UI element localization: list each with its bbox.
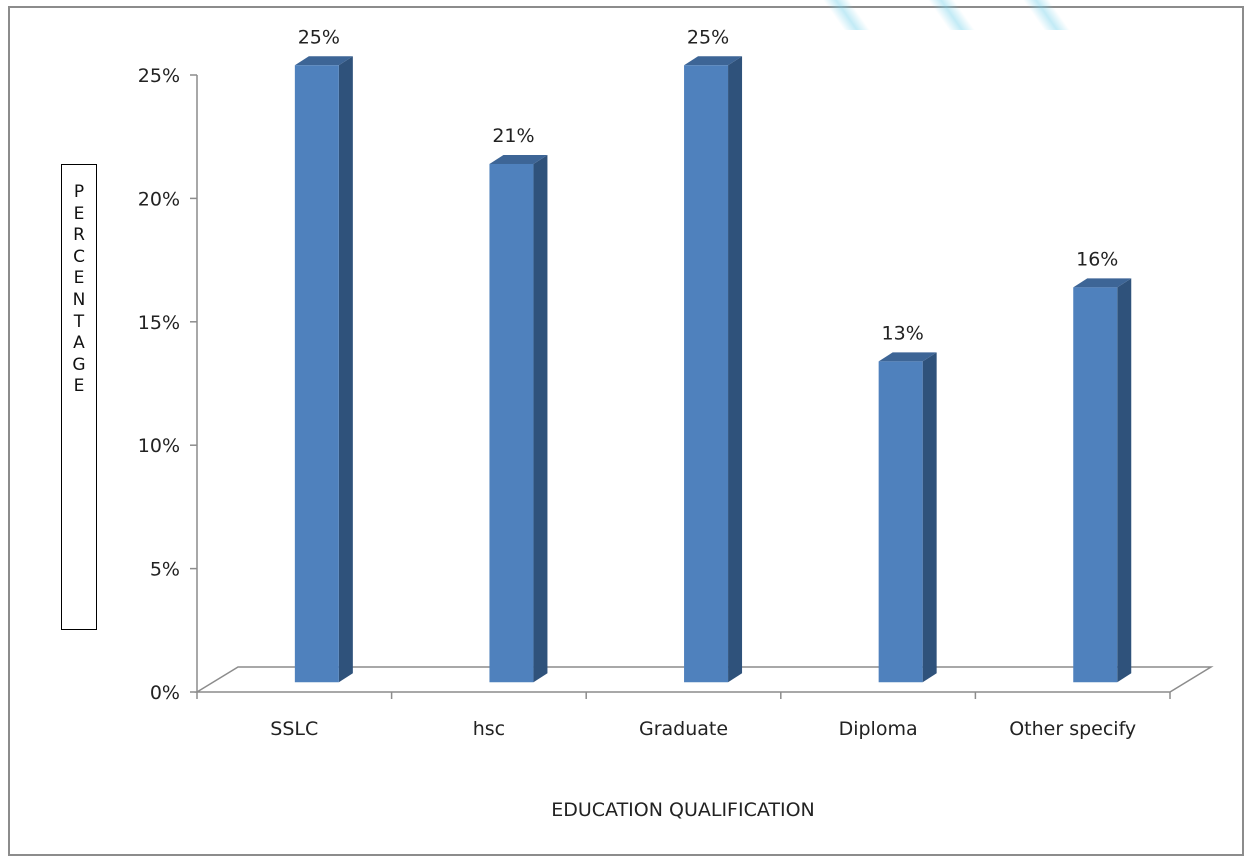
x-category-label: Diploma [839,718,918,740]
bars [295,56,1131,682]
bar-side [533,155,547,682]
x-category-label: Other specify [1009,718,1136,740]
y-axis-title-box: P E R C E N T A G E [61,164,97,630]
data-label: 25% [298,26,340,48]
bar [489,155,547,682]
bar-front [489,164,533,682]
y-tick-label: 5% [150,559,180,581]
y-tick-label: 10% [138,435,180,457]
y-axis: 0% 5% 10% 15% 20% 25% [138,65,1170,704]
x-category-label: hsc [473,718,505,740]
bar [879,352,937,682]
bar-side [1117,278,1131,682]
x-category-label: SSLC [270,718,318,740]
bar-front [1073,287,1117,682]
y-tick-label: 25% [138,65,180,87]
bar-side [923,352,937,682]
bar-side [339,56,353,682]
x-category-label: Graduate [639,718,728,740]
bar-front [684,65,728,682]
bar [295,56,353,682]
bar-front [879,361,923,682]
x-axis-title: EDUCATION QUALIFICATION [551,799,815,821]
bar-front [295,65,339,682]
y-tick-label: 0% [150,682,180,704]
y-tick-label: 15% [138,312,180,334]
data-label: 21% [492,125,534,147]
data-label: 16% [1076,248,1118,270]
bar-side [728,56,742,682]
bar [1073,278,1131,682]
data-label: 25% [687,26,729,48]
y-tick-label: 20% [138,188,180,210]
bar [684,56,742,682]
data-label: 13% [882,322,924,344]
y-axis-title: P E R C E N T A G E [62,182,96,398]
